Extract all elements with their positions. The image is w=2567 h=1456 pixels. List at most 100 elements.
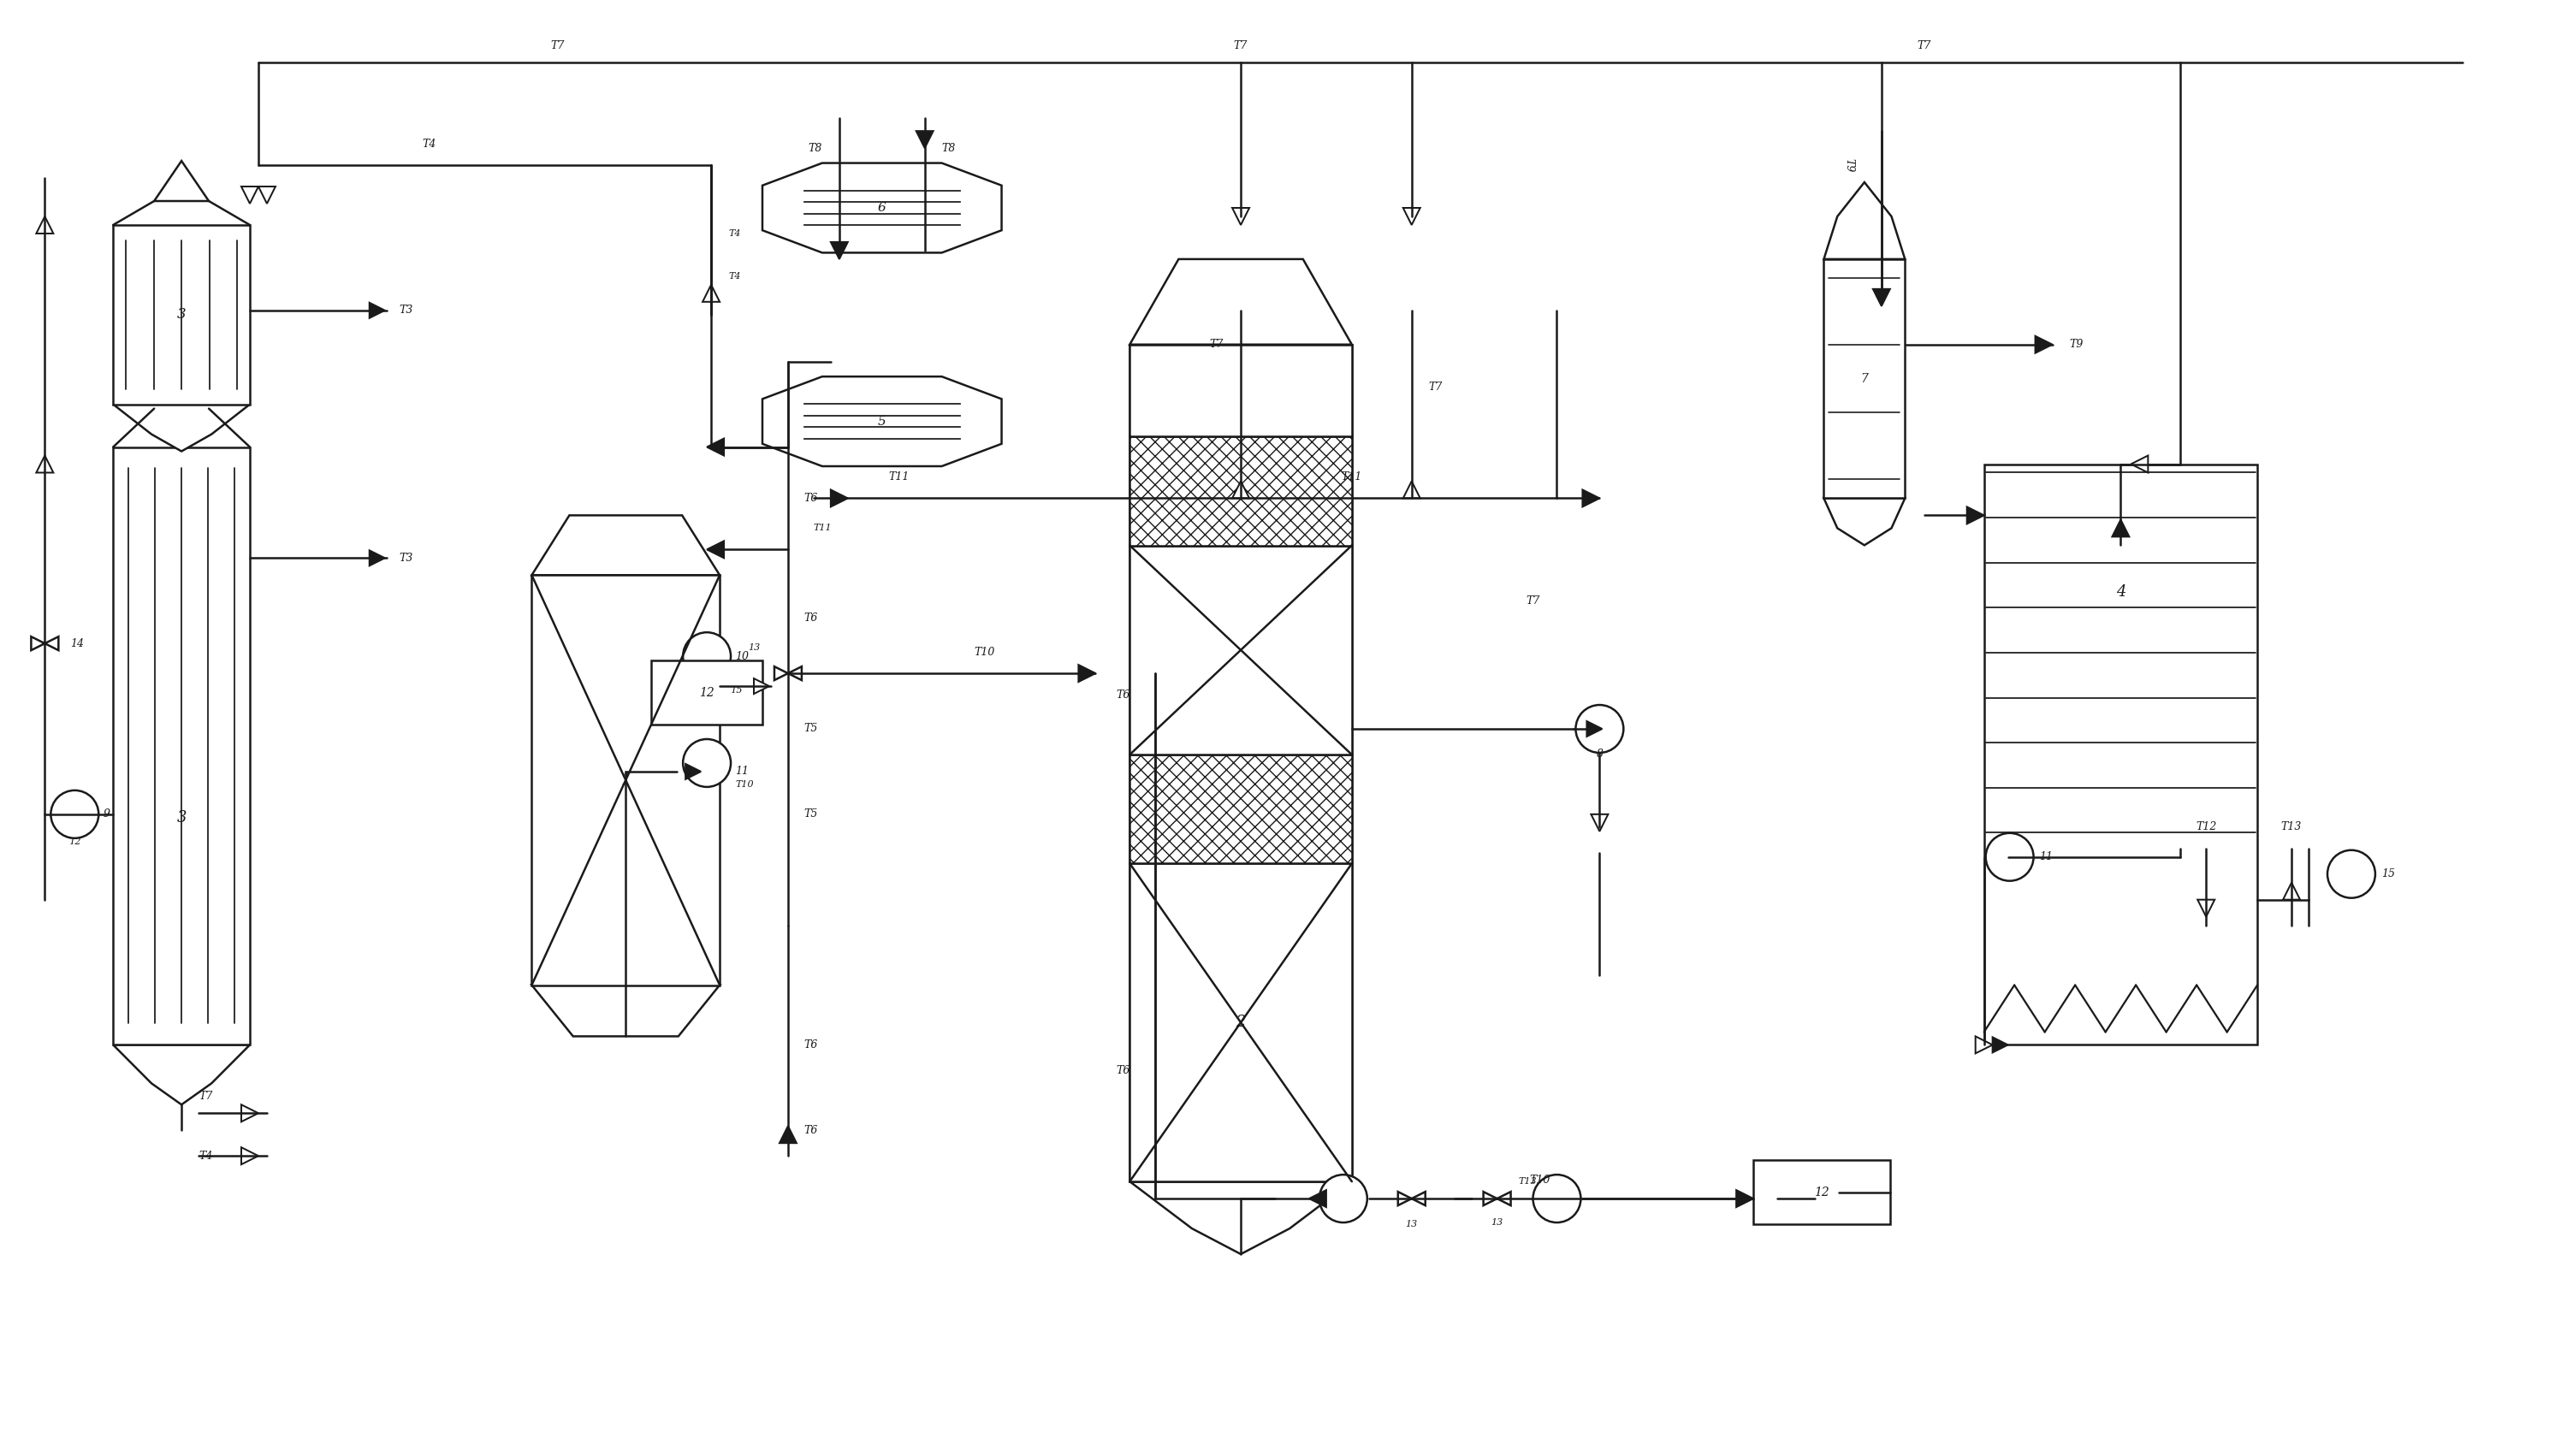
- Text: T13: T13: [2282, 821, 2303, 833]
- Text: T9: T9: [2069, 339, 2084, 349]
- Polygon shape: [1874, 288, 1889, 306]
- Text: T8: T8: [809, 143, 821, 154]
- Text: T2: T2: [69, 837, 82, 846]
- Bar: [652, 661, 762, 725]
- Polygon shape: [1484, 1192, 1512, 1206]
- Polygon shape: [1592, 814, 1607, 831]
- Text: T6: T6: [803, 613, 816, 623]
- Polygon shape: [1992, 1037, 2007, 1053]
- Bar: [1129, 437, 1353, 546]
- Text: 3: 3: [177, 307, 185, 322]
- Circle shape: [51, 791, 98, 839]
- Text: T6: T6: [803, 492, 816, 504]
- Text: T4: T4: [421, 138, 436, 150]
- Text: 13: 13: [747, 644, 760, 652]
- Polygon shape: [916, 131, 934, 149]
- Polygon shape: [113, 1045, 249, 1105]
- Text: 15: 15: [2382, 868, 2395, 879]
- Text: T5: T5: [803, 724, 816, 734]
- Circle shape: [1319, 1175, 1368, 1223]
- Bar: [113, 447, 249, 1045]
- Polygon shape: [1129, 1181, 1353, 1254]
- Text: T8: T8: [942, 143, 955, 154]
- Polygon shape: [36, 217, 54, 233]
- Text: 8: 8: [1597, 748, 1602, 760]
- Text: 13: 13: [1491, 1219, 1504, 1227]
- Text: T10: T10: [1530, 1174, 1550, 1185]
- Text: 11: 11: [2041, 852, 2054, 862]
- Polygon shape: [1078, 665, 1096, 681]
- Polygon shape: [1586, 721, 1602, 737]
- Text: T7: T7: [1918, 39, 1930, 51]
- Text: 5: 5: [878, 415, 886, 428]
- Text: T5: T5: [803, 808, 816, 820]
- Text: T6: T6: [1117, 1064, 1129, 1076]
- Polygon shape: [259, 186, 275, 204]
- Polygon shape: [2197, 900, 2215, 917]
- Text: T7: T7: [1209, 339, 1224, 349]
- Circle shape: [683, 740, 732, 786]
- Polygon shape: [1823, 182, 1905, 259]
- Text: T7: T7: [549, 39, 565, 51]
- Bar: [1129, 345, 1353, 437]
- Circle shape: [2328, 850, 2374, 898]
- Polygon shape: [1823, 498, 1905, 545]
- Polygon shape: [241, 1147, 259, 1165]
- Polygon shape: [775, 667, 801, 680]
- Text: T4: T4: [729, 272, 742, 281]
- Polygon shape: [2282, 882, 2300, 900]
- Text: T13: T13: [1520, 1178, 1538, 1185]
- Polygon shape: [370, 303, 385, 317]
- Polygon shape: [1977, 1037, 1992, 1053]
- Text: T3: T3: [400, 304, 413, 316]
- Polygon shape: [1129, 259, 1353, 345]
- Text: T9: T9: [1843, 159, 1853, 172]
- Polygon shape: [1309, 1190, 1327, 1207]
- Text: 11: 11: [734, 766, 750, 778]
- Polygon shape: [1232, 208, 1250, 226]
- Bar: [1129, 754, 1353, 863]
- Polygon shape: [1735, 1190, 1753, 1207]
- Polygon shape: [780, 1125, 796, 1143]
- Circle shape: [683, 632, 732, 680]
- Bar: [1129, 345, 1353, 1181]
- Polygon shape: [762, 377, 1001, 466]
- Polygon shape: [154, 162, 208, 201]
- Bar: [1753, 1160, 1889, 1224]
- Polygon shape: [1581, 489, 1599, 507]
- Text: T4: T4: [729, 229, 742, 237]
- Polygon shape: [1399, 1192, 1425, 1206]
- Polygon shape: [531, 986, 719, 1037]
- Text: T4: T4: [198, 1150, 213, 1162]
- Circle shape: [1987, 833, 2033, 881]
- Text: 12: 12: [698, 687, 714, 699]
- Bar: [1823, 259, 1905, 498]
- Text: 4: 4: [2115, 584, 2125, 600]
- Bar: [1129, 863, 1353, 1181]
- Text: T12: T12: [2195, 821, 2215, 833]
- Text: 3: 3: [177, 810, 187, 826]
- Polygon shape: [762, 163, 1001, 253]
- Text: T6: T6: [1117, 689, 1129, 700]
- Text: 6: 6: [878, 202, 886, 214]
- Text: T7: T7: [1235, 39, 1248, 51]
- Polygon shape: [706, 542, 724, 558]
- Text: T7: T7: [1430, 381, 1443, 393]
- Text: 2: 2: [1235, 1015, 1245, 1031]
- Bar: [1984, 464, 2256, 1045]
- Polygon shape: [241, 186, 259, 204]
- Circle shape: [1532, 1175, 1581, 1223]
- Polygon shape: [685, 764, 701, 779]
- Polygon shape: [31, 636, 59, 651]
- Text: 1: 1: [621, 772, 631, 788]
- Polygon shape: [1404, 480, 1420, 498]
- Polygon shape: [1966, 507, 1984, 524]
- Text: T7: T7: [1525, 596, 1540, 606]
- Text: T11: T11: [888, 472, 909, 482]
- Text: T11: T11: [814, 524, 832, 533]
- Text: 12: 12: [1815, 1187, 1830, 1198]
- Polygon shape: [2131, 456, 2149, 473]
- Text: 7: 7: [1861, 373, 1869, 384]
- Text: T3: T3: [400, 552, 413, 563]
- Polygon shape: [36, 456, 54, 473]
